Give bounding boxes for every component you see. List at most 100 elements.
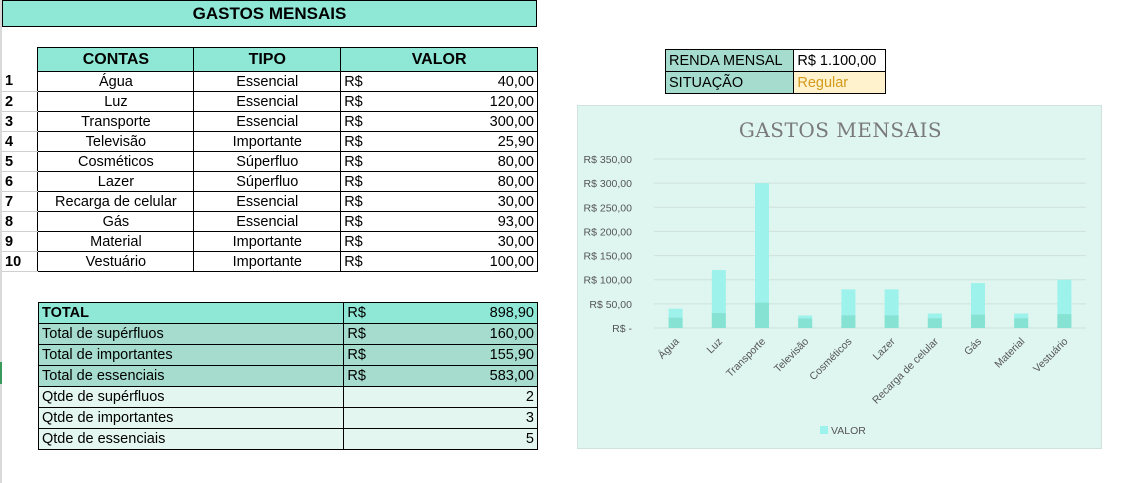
summary-label[interactable]: TOTAL bbox=[37, 302, 345, 324]
cell-currency[interactable]: R$ bbox=[340, 131, 401, 152]
bar-base bbox=[798, 318, 813, 328]
cell-currency[interactable]: R$ bbox=[340, 191, 401, 212]
cell-tipo[interactable]: Essencial bbox=[193, 91, 342, 112]
header-contas[interactable]: CONTAS bbox=[37, 47, 195, 72]
cell-conta[interactable]: Gás bbox=[37, 211, 195, 232]
cell-currency[interactable]: R$ bbox=[340, 151, 401, 172]
table-row: 4 Televisão Importante R$ 25,90 bbox=[2, 131, 538, 152]
row-index-header bbox=[2, 47, 38, 72]
x-tick-label: Transporte bbox=[724, 336, 768, 380]
row-index[interactable]: 7 bbox=[2, 191, 39, 212]
cell-tipo[interactable]: Essencial bbox=[193, 191, 342, 212]
x-tick-label: Cosméticos bbox=[807, 336, 854, 383]
cell-conta[interactable]: Vestuário bbox=[37, 251, 195, 272]
cell-valor[interactable]: 100,00 bbox=[400, 251, 538, 272]
cell-currency[interactable]: R$ bbox=[340, 91, 401, 112]
summary-currency[interactable]: R$ bbox=[343, 323, 404, 345]
row-index[interactable]: 1 bbox=[2, 71, 39, 92]
renda-value[interactable]: R$ 1.100,00 bbox=[793, 49, 886, 72]
row-index[interactable]: 3 bbox=[2, 111, 39, 132]
y-tick-label: R$ 250,00 bbox=[584, 202, 633, 214]
bar-base bbox=[971, 314, 985, 328]
summary-value[interactable]: 155,90 bbox=[403, 344, 538, 366]
summary-currency[interactable]: R$ bbox=[343, 365, 404, 387]
situacao-label[interactable]: SITUAÇÃO bbox=[664, 71, 795, 94]
y-tick-label: R$ 350,00 bbox=[584, 154, 633, 166]
income-info-box: RENDA MENSAL R$ 1.100,00 SITUAÇÃO Regula… bbox=[664, 49, 886, 94]
cell-tipo[interactable]: Importante bbox=[193, 251, 342, 272]
table-row: 1 Água Essencial R$ 40,00 bbox=[2, 71, 538, 92]
row-index[interactable]: 2 bbox=[2, 91, 39, 112]
cell-currency[interactable]: R$ bbox=[340, 71, 401, 92]
cell-valor[interactable]: 25,90 bbox=[400, 131, 538, 152]
cell-conta[interactable]: Material bbox=[37, 231, 195, 252]
summary-currency[interactable]: R$ bbox=[343, 344, 404, 366]
cell-tipo[interactable]: Importante bbox=[193, 231, 342, 252]
cell-valor[interactable]: 30,00 bbox=[400, 191, 538, 212]
row-index[interactable]: 10 bbox=[2, 251, 39, 272]
cell-tipo[interactable]: Importante bbox=[193, 131, 342, 152]
summary-count[interactable]: 3 bbox=[343, 407, 538, 429]
y-tick-label: R$ 100,00 bbox=[584, 275, 633, 287]
summary-label[interactable]: Total de supérfluos bbox=[37, 323, 345, 345]
cell-valor[interactable]: 93,00 bbox=[400, 211, 538, 232]
cell-currency[interactable]: R$ bbox=[340, 171, 401, 192]
renda-label[interactable]: RENDA MENSAL bbox=[664, 49, 795, 72]
summary-row: Total de supérfluos R$ 160,00 bbox=[37, 323, 538, 345]
summary-value[interactable]: 583,00 bbox=[403, 365, 538, 387]
renda-row: RENDA MENSAL R$ 1.100,00 bbox=[664, 49, 886, 72]
summary-value[interactable]: 160,00 bbox=[403, 323, 538, 345]
summary-label[interactable]: Qtde de supérfluos bbox=[37, 386, 345, 408]
cell-tipo[interactable]: Essencial bbox=[193, 111, 342, 132]
summary-label[interactable]: Qtde de importantes bbox=[37, 407, 345, 429]
expenses-chart[interactable]: GASTOS MENSAIS R$ - R$ 50,00 R$ 100,00 R$ 1… bbox=[577, 105, 1102, 449]
row-index[interactable]: 6 bbox=[2, 171, 39, 192]
cell-currency[interactable]: R$ bbox=[340, 231, 401, 252]
summary-row: Total de importantes R$ 155,90 bbox=[37, 344, 538, 366]
cell-currency[interactable]: R$ bbox=[340, 111, 401, 132]
cell-conta[interactable]: Recarga de celular bbox=[37, 191, 195, 212]
summary-row: TOTAL R$ 898,90 bbox=[37, 302, 538, 324]
header-tipo[interactable]: TIPO bbox=[193, 47, 342, 72]
situacao-value[interactable]: Regular bbox=[793, 71, 886, 94]
cell-tipo[interactable]: Súperfluo bbox=[193, 151, 342, 172]
x-tick-label: Televisão bbox=[772, 336, 812, 376]
row-index[interactable]: 5 bbox=[2, 151, 39, 172]
cell-tipo[interactable]: Súperfluo bbox=[193, 171, 342, 192]
cell-valor[interactable]: 80,00 bbox=[400, 151, 538, 172]
summary-table-body: TOTAL R$ 898,90 Total de supérfluos R$ 160,00… bbox=[37, 302, 538, 450]
row-index[interactable]: 8 bbox=[2, 211, 39, 232]
cell-tipo[interactable]: Essencial bbox=[193, 211, 342, 232]
cell-conta[interactable]: Água bbox=[37, 71, 195, 92]
summary-label[interactable]: Total de importantes bbox=[37, 344, 345, 366]
cell-valor[interactable]: 120,00 bbox=[400, 91, 538, 112]
sheet-title-banner[interactable]: GASTOS MENSAIS bbox=[2, 0, 537, 27]
cell-conta[interactable]: Televisão bbox=[37, 131, 195, 152]
x-tick-label: Gás bbox=[962, 336, 984, 358]
summary-label[interactable]: Total de essenciais bbox=[37, 365, 345, 387]
header-valor[interactable]: VALOR bbox=[340, 47, 538, 72]
cell-valor[interactable]: 30,00 bbox=[400, 231, 538, 252]
summary-row: Total de essenciais R$ 583,00 bbox=[37, 365, 538, 387]
summary-count[interactable]: 5 bbox=[343, 428, 538, 450]
cell-valor[interactable]: 40,00 bbox=[400, 71, 538, 92]
row-index[interactable]: 9 bbox=[2, 231, 39, 252]
summary-currency[interactable]: R$ bbox=[343, 302, 404, 324]
cell-currency[interactable]: R$ bbox=[340, 251, 401, 272]
table-row: 10 Vestuário Importante R$ 100,00 bbox=[2, 251, 538, 272]
cell-tipo[interactable]: Essencial bbox=[193, 71, 342, 92]
x-tick-label: Lazer bbox=[871, 335, 898, 362]
cell-conta[interactable]: Luz bbox=[37, 91, 195, 112]
bar-transporte[interactable] bbox=[755, 183, 769, 328]
summary-value[interactable]: 898,90 bbox=[403, 302, 538, 324]
cell-valor[interactable]: 80,00 bbox=[400, 171, 538, 192]
cell-conta[interactable]: Lazer bbox=[37, 171, 195, 192]
summary-count[interactable]: 2 bbox=[343, 386, 538, 408]
row-index[interactable]: 4 bbox=[2, 131, 39, 152]
cell-conta[interactable]: Cosméticos bbox=[37, 151, 195, 172]
cell-conta[interactable]: Transporte bbox=[37, 111, 195, 132]
summary-label[interactable]: Qtde de essenciais bbox=[37, 428, 345, 450]
cell-valor[interactable]: 300,00 bbox=[400, 111, 538, 132]
legend-label[interactable]: VALOR bbox=[831, 425, 866, 437]
cell-currency[interactable]: R$ bbox=[340, 211, 401, 232]
